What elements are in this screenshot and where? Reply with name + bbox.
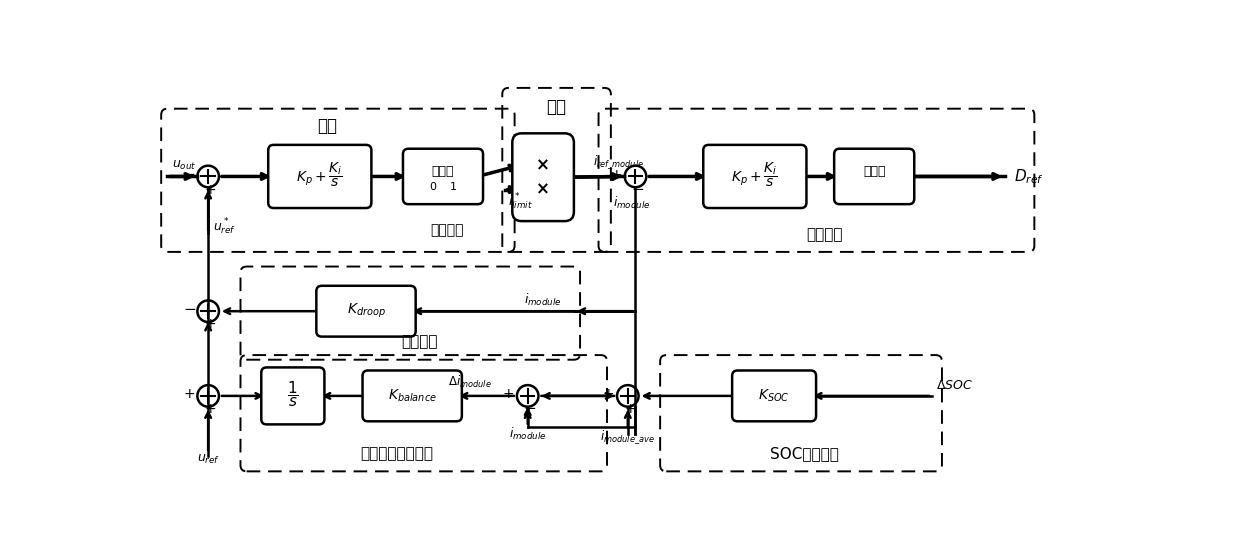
- Text: −: −: [631, 182, 645, 197]
- Text: $i_{module}$: $i_{module}$: [523, 292, 562, 308]
- Text: SOC均衡控制: SOC均衡控制: [770, 446, 839, 461]
- Text: +: +: [205, 318, 216, 332]
- Text: +: +: [502, 387, 515, 401]
- FancyBboxPatch shape: [732, 370, 816, 421]
- Text: 限幅器: 限幅器: [432, 165, 454, 178]
- Text: $D_{ref}$: $D_{ref}$: [1014, 167, 1044, 186]
- Text: $K_p+\dfrac{K_i}{s}$: $K_p+\dfrac{K_i}{s}$: [296, 160, 343, 188]
- Text: $i^*_{limit}$: $i^*_{limit}$: [508, 192, 533, 212]
- FancyBboxPatch shape: [362, 370, 461, 421]
- FancyBboxPatch shape: [403, 148, 484, 204]
- FancyBboxPatch shape: [268, 145, 372, 208]
- Text: +: +: [184, 387, 195, 401]
- Text: 1: 1: [450, 182, 456, 192]
- FancyBboxPatch shape: [835, 148, 914, 204]
- Text: $i_{module}$: $i_{module}$: [613, 194, 651, 211]
- Text: $K_{SOC}$: $K_{SOC}$: [758, 388, 790, 404]
- Text: 限流: 限流: [546, 98, 567, 116]
- Text: $K_{droop}$: $K_{droop}$: [346, 302, 386, 320]
- Text: $\dfrac{1}{s}$: $\dfrac{1}{s}$: [286, 380, 299, 409]
- Text: −: −: [184, 302, 196, 317]
- Text: 电流内环: 电流内环: [806, 227, 842, 242]
- Text: 下垂控制: 下垂控制: [402, 334, 438, 349]
- Text: $u^*_{ref}$: $u^*_{ref}$: [213, 217, 236, 237]
- Text: 模块功率均衡控制: 模块功率均衡控制: [361, 446, 433, 461]
- Text: 限幅器: 限幅器: [863, 165, 885, 178]
- Text: −: −: [182, 167, 195, 183]
- Text: 模块: 模块: [317, 117, 337, 136]
- FancyBboxPatch shape: [262, 367, 325, 424]
- Text: −: −: [523, 402, 537, 416]
- Text: 0: 0: [429, 182, 436, 192]
- FancyBboxPatch shape: [512, 133, 574, 221]
- Text: +: +: [603, 387, 614, 401]
- Text: $i_{module}$: $i_{module}$: [508, 427, 547, 442]
- Text: $K_p+\dfrac{K_i}{s}$: $K_p+\dfrac{K_i}{s}$: [732, 160, 779, 188]
- FancyBboxPatch shape: [316, 286, 415, 336]
- Text: $\Delta i_{module}$: $\Delta i_{module}$: [448, 374, 492, 390]
- Text: +: +: [205, 402, 216, 416]
- Text: $K_{balance}$: $K_{balance}$: [388, 388, 436, 404]
- Text: +: +: [205, 183, 216, 197]
- Text: $\Delta SOC$: $\Delta SOC$: [936, 379, 973, 392]
- Text: $u_{out}$: $u_{out}$: [172, 159, 196, 172]
- Text: ×: ×: [536, 156, 551, 174]
- Text: ×: ×: [536, 180, 551, 199]
- Text: 电压外环: 电压外环: [430, 224, 464, 238]
- Text: $u_{ref}$: $u_{ref}$: [197, 453, 219, 465]
- FancyBboxPatch shape: [703, 145, 806, 208]
- Text: +: +: [610, 168, 622, 182]
- Text: $i_{ref\_module}$: $i_{ref\_module}$: [593, 154, 645, 172]
- Text: +: +: [624, 402, 636, 416]
- Text: $i_{module\_ave}$: $i_{module\_ave}$: [600, 428, 655, 445]
